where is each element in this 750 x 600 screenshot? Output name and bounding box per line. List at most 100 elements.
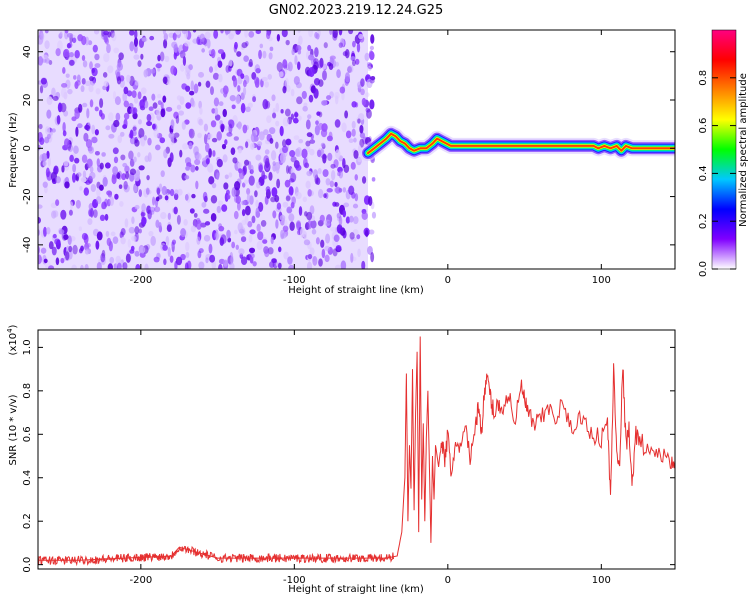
spectrogram-speckle: [361, 97, 367, 106]
snr-frame: [37, 329, 676, 570]
spectrogram-speckle: [247, 102, 253, 109]
spectrogram-speckle: [255, 30, 262, 35]
spectrogram-speckle: [64, 30, 69, 34]
spectrogram-speckle: [279, 214, 286, 221]
spectrogram-speckle: [226, 132, 233, 137]
spectrogram-speckle: [184, 41, 191, 47]
spectrogram-speckle: [93, 209, 98, 218]
spectrogram-speckle: [84, 248, 90, 255]
spectrogram-speckle: [51, 210, 57, 219]
spectrogram-speckle: [185, 165, 191, 171]
spectrogram-speckle: [218, 263, 223, 269]
spectrogram-speckle: [103, 30, 109, 36]
spectrogram-speckle: [172, 32, 177, 41]
spectrogram-speckle: [150, 235, 156, 247]
spectrogram-speckle: [312, 169, 318, 179]
spectrogram-speckle: [139, 246, 146, 254]
spectrogram-speckle: [326, 95, 332, 100]
spectrogram-speckle: [103, 52, 110, 63]
spectrogram-speckle: [308, 54, 315, 61]
spectrogram-speckle: [59, 31, 63, 37]
spectrogram-speckle: [139, 99, 145, 109]
spectrogram-speckle: [67, 88, 73, 95]
spectrogram-speckle: [185, 241, 190, 252]
spectrogram-speckle: [106, 43, 111, 54]
spectrogram-speckle: [240, 256, 248, 266]
spectrogram-speckle: [279, 125, 284, 137]
spectrogram-speckle: [280, 229, 285, 240]
spectrogram-speckle: [214, 231, 219, 241]
spectrogram-speckle: [112, 166, 119, 176]
spectrogram-speckle: [328, 63, 334, 71]
spectrogram-speckle: [181, 121, 186, 130]
spectrogram-speckle: [134, 139, 140, 147]
spectrogram-speckle: [114, 96, 121, 106]
spectrogram-speckle: [324, 245, 331, 251]
spectrogram-speckle: [101, 152, 106, 157]
spectrogram-speckle: [129, 41, 135, 52]
spectrogram-speckle: [359, 124, 364, 134]
spectrogram-speckle: [188, 90, 195, 96]
spectrogram-speckle: [144, 263, 149, 269]
spectrogram-speckle: [240, 103, 246, 114]
snr-x-tick-label: 100: [592, 575, 611, 586]
spectrogram-speckle: [156, 107, 162, 117]
spectrogram-speckle: [262, 50, 267, 59]
spectrogram-speckle: [63, 138, 70, 148]
spectrogram-speckle: [167, 212, 171, 221]
spectrogram-speckle: [296, 147, 303, 158]
snr-x-tick-label: 0: [445, 575, 451, 586]
spectrogram-speckle: [282, 59, 288, 69]
spectrogram-speckle: [143, 69, 149, 78]
spectrogram-speckle: [369, 45, 375, 51]
spectrogram-speckle: [287, 256, 293, 265]
spectrogram-speckle: [211, 137, 218, 143]
spectrogram-speckle: [351, 128, 356, 137]
colorbar-tick-label: 0.4: [698, 165, 709, 181]
spectrogram-speckle: [82, 102, 88, 108]
spectrogram-speckle: [313, 58, 319, 65]
spectrogram-speckle: [337, 171, 341, 177]
spectrogram-speckle: [288, 186, 294, 196]
spectrogram-speckle: [164, 195, 169, 201]
spectrogram-speckle: [236, 51, 242, 57]
spectrogram-speckle: [118, 52, 124, 61]
spectrogram-speckle: [233, 210, 239, 220]
spectrogram-signal-trace: [360, 125, 675, 162]
spectrogram-speckle: [332, 248, 338, 257]
spectrogram-speckle: [53, 165, 59, 175]
spectrogram-speckle: [307, 220, 312, 230]
spectrogram-speckle: [120, 236, 126, 245]
spectrogram-speckle: [68, 245, 73, 253]
spectrogram-speckle: [320, 148, 325, 156]
spectrogram-speckle: [129, 30, 135, 36]
spectrogram-speckle: [221, 143, 227, 150]
spectrogram-speckle: [123, 118, 128, 129]
spectrogram-speckle: [108, 133, 115, 139]
spectrogram-speckle: [185, 102, 192, 109]
spectrogram-speckle: [364, 229, 369, 238]
spectrogram-speckle: [46, 96, 53, 106]
spectrogram-speckle: [276, 178, 281, 189]
spectrogram-speckle: [255, 181, 261, 189]
spectrogram-speckle: [298, 35, 303, 46]
spectrogram-speckle: [193, 83, 199, 94]
spectrogram-speckle: [188, 64, 193, 71]
spectrogram-speckle: [63, 48, 70, 58]
snr-y-tick-label: 0.6: [22, 426, 33, 442]
spectrogram-speckle: [288, 264, 295, 269]
spectrogram-speckle: [234, 229, 238, 235]
spectrogram-speckle: [156, 132, 163, 139]
spectrogram-speckle: [233, 136, 239, 141]
snr-y-ticks: 0.0 0.2 0.4 0.6 0.8 1.0: [22, 339, 675, 573]
spectrogram-speckle: [207, 133, 213, 139]
spectrogram-speckle: [96, 158, 100, 167]
spectrogram-speckle: [336, 212, 342, 219]
spectrogram-speckle: [242, 86, 247, 96]
spectrogram-speckle: [255, 207, 260, 218]
spectrogram-speckle: [193, 212, 198, 218]
spectrogram-speckle: [120, 154, 126, 161]
spectrogram-speckle: [163, 258, 167, 266]
snr-y-tick-label: 0.0: [22, 557, 33, 573]
